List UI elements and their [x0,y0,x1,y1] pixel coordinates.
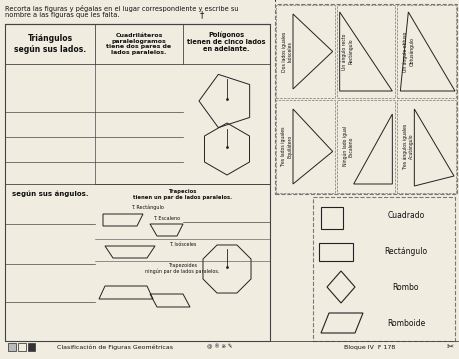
Text: nombre a las figuras que les falta.: nombre a las figuras que les falta. [5,12,119,18]
Text: Un ángulo obtuso
Obtusángulo: Un ángulo obtuso Obtusángulo [402,31,414,72]
Text: Polígonos
tienen de cinco lados
en adelante.: Polígonos tienen de cinco lados en adela… [187,32,265,52]
Bar [274,4,456,194]
Text: †: † [272,0,277,2]
Text: Tres lados iguales
Equilátero: Tres lados iguales Equilátero [281,126,292,167]
Bar [320,207,342,229]
Text: según sus ángulos.: según sus ángulos. [11,191,88,197]
Text: Cuadriláteros
paralelogramos
tiene dos pares de
lados paralelos.: Cuadriláteros paralelogramos tiene dos p… [106,33,171,55]
Bar [5,24,269,341]
Text: Triángulos
según sus lados.: Triángulos según sus lados. [14,34,86,54]
Bar [397,5,455,98]
Text: Tres ángulos iguales
Acutángulo: Tres ángulos iguales Acutángulo [402,123,414,169]
Text: Bloque IV  F 178: Bloque IV F 178 [344,345,395,350]
Text: T. Isósceles: T. Isósceles [168,242,196,247]
Text: †: † [200,10,204,19]
Text: Un ángulo recto
Rectángulo: Un ángulo recto Rectángulo [341,33,353,70]
Bar [28,343,35,351]
Text: Cuadrado: Cuadrado [386,210,424,219]
Bar [8,343,16,351]
Bar [312,197,454,341]
Bar [18,343,26,351]
Text: Rectángulo: Rectángulo [384,247,426,256]
Text: Trapezoides
ningún par de lados paralelos.: Trapezoides ningún par de lados paralelo… [145,263,219,274]
Text: @ ® ※ ✎: @ ® ※ ✎ [207,344,232,350]
Text: Rombo: Rombo [392,283,418,292]
Bar [397,100,455,193]
Text: Ningún lado igual
Escaleno: Ningún lado igual Escaleno [341,126,353,167]
Text: Recorta las figuras y pégalas en el lugar correspondiente y escribe su: Recorta las figuras y pégalas en el luga… [5,5,238,11]
Bar [275,5,334,98]
Text: Trapecios
tienen un par de lados paralelos.: Trapecios tienen un par de lados paralel… [133,189,231,200]
Text: Dos lados iguales
Isósceles: Dos lados iguales Isósceles [281,31,292,72]
Text: T. Rectángulo: T. Rectángulo [130,204,163,210]
Text: Clasificación de Figuras Geométricas: Clasificación de Figuras Geométricas [57,344,173,350]
Bar [275,100,334,193]
Text: Romboide: Romboide [386,318,424,327]
Text: ✂: ✂ [446,342,453,351]
Bar [336,5,394,98]
Bar [336,100,394,193]
Text: T. Escaleno: T. Escaleno [153,216,180,222]
Bar [318,243,352,261]
